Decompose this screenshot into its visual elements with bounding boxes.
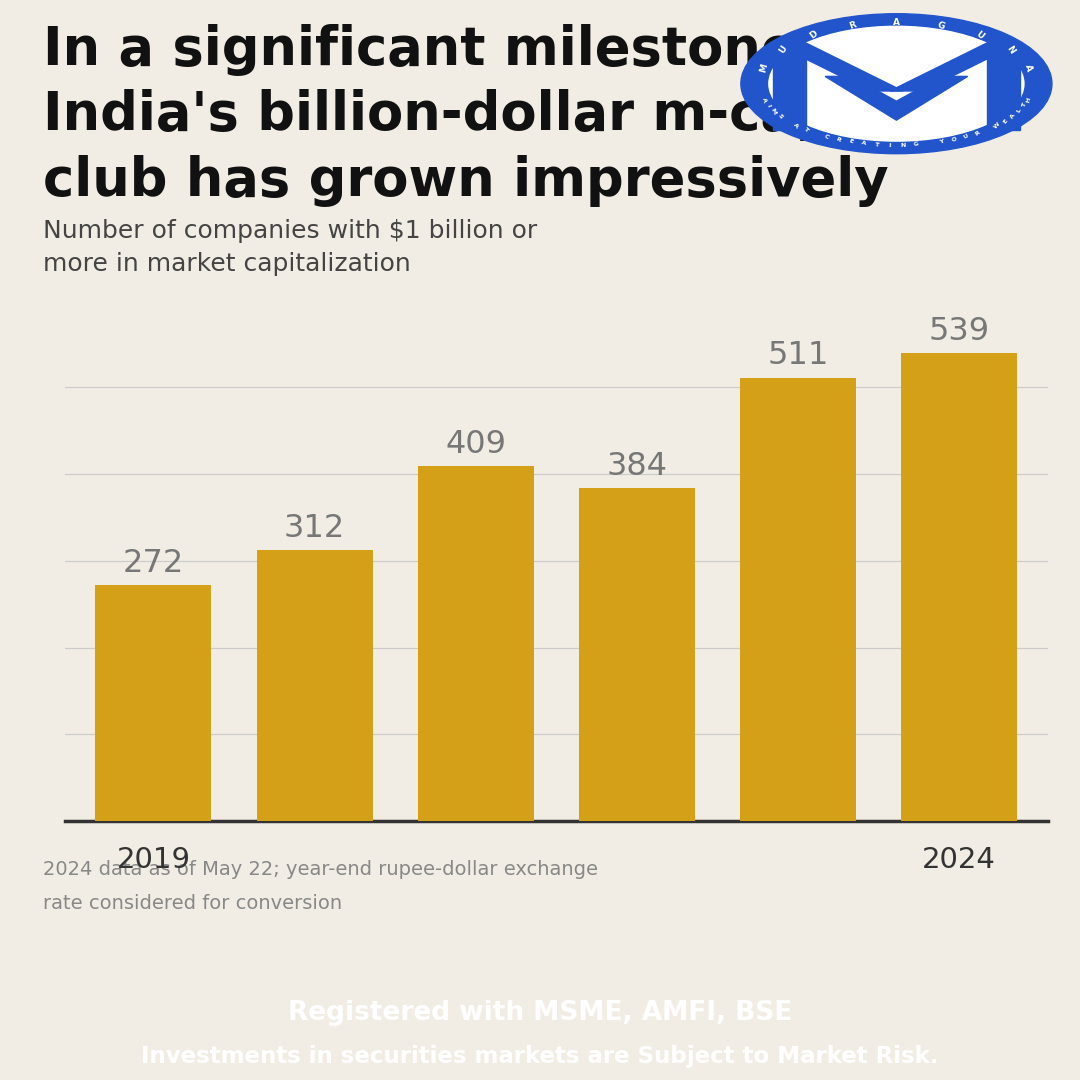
- Text: M: M: [758, 63, 770, 73]
- Text: N: N: [1004, 44, 1016, 55]
- Text: E: E: [848, 138, 853, 145]
- Text: R: R: [848, 21, 858, 30]
- Text: Number of companies with $1 billion or
more in market capitalization: Number of companies with $1 billion or m…: [43, 218, 538, 276]
- Text: H: H: [1026, 96, 1031, 103]
- Text: 312: 312: [284, 513, 346, 544]
- Bar: [987, 43, 1020, 131]
- Text: Registered with MSME, AMFI, BSE: Registered with MSME, AMFI, BSE: [287, 1000, 793, 1026]
- Bar: [418, 467, 534, 821]
- Text: 272: 272: [123, 548, 184, 579]
- Text: L: L: [1016, 108, 1023, 113]
- Text: rate considered for conversion: rate considered for conversion: [43, 894, 342, 914]
- Text: In a significant milestone,: In a significant milestone,: [43, 25, 816, 77]
- Text: U: U: [962, 133, 970, 140]
- Bar: [579, 488, 694, 821]
- Text: A: A: [861, 140, 866, 147]
- Text: A: A: [893, 17, 900, 27]
- Text: G: G: [935, 19, 945, 31]
- Text: A: A: [793, 122, 799, 129]
- Text: T: T: [874, 141, 879, 147]
- Text: I: I: [889, 143, 891, 148]
- Bar: [95, 585, 212, 821]
- Text: A: A: [1024, 64, 1034, 72]
- Bar: [740, 378, 855, 821]
- Text: U: U: [777, 44, 788, 55]
- Bar: [773, 43, 806, 131]
- Text: India's billion-dollar m-cap: India's billion-dollar m-cap: [43, 90, 834, 141]
- Text: club has grown impressively: club has grown impressively: [43, 154, 889, 206]
- Text: S: S: [777, 112, 783, 119]
- Text: T: T: [802, 126, 809, 133]
- Circle shape: [741, 14, 1052, 153]
- Text: 2019: 2019: [117, 846, 190, 874]
- Text: 2024 data as of May 22; year-end rupee-dollar exchange: 2024 data as of May 22; year-end rupee-d…: [43, 860, 598, 879]
- Text: R: R: [973, 130, 981, 137]
- Text: A: A: [761, 96, 767, 103]
- Polygon shape: [890, 43, 1020, 91]
- Polygon shape: [825, 77, 968, 120]
- Text: 384: 384: [606, 450, 667, 482]
- Text: Y: Y: [939, 138, 945, 145]
- Text: G: G: [914, 141, 919, 148]
- Circle shape: [769, 26, 1024, 141]
- Text: C: C: [824, 134, 831, 140]
- Polygon shape: [773, 43, 903, 91]
- Text: 539: 539: [929, 316, 989, 347]
- Text: U: U: [974, 29, 985, 41]
- Text: D: D: [808, 29, 819, 41]
- Bar: [257, 551, 373, 821]
- Text: R: R: [835, 136, 841, 143]
- Text: O: O: [950, 136, 958, 143]
- Text: 409: 409: [445, 429, 507, 460]
- Text: I: I: [766, 104, 771, 107]
- Text: 2024: 2024: [922, 846, 996, 874]
- Text: Investments in securities markets are Subject to Market Risk.: Investments in securities markets are Su…: [141, 1044, 939, 1068]
- Text: W: W: [993, 121, 1001, 130]
- Text: N: N: [901, 143, 906, 148]
- Text: E: E: [1002, 118, 1009, 124]
- Text: M: M: [770, 107, 778, 114]
- Text: T: T: [1022, 103, 1027, 108]
- Bar: [901, 353, 1017, 821]
- Text: A: A: [1010, 112, 1016, 120]
- Text: 511: 511: [767, 340, 828, 372]
